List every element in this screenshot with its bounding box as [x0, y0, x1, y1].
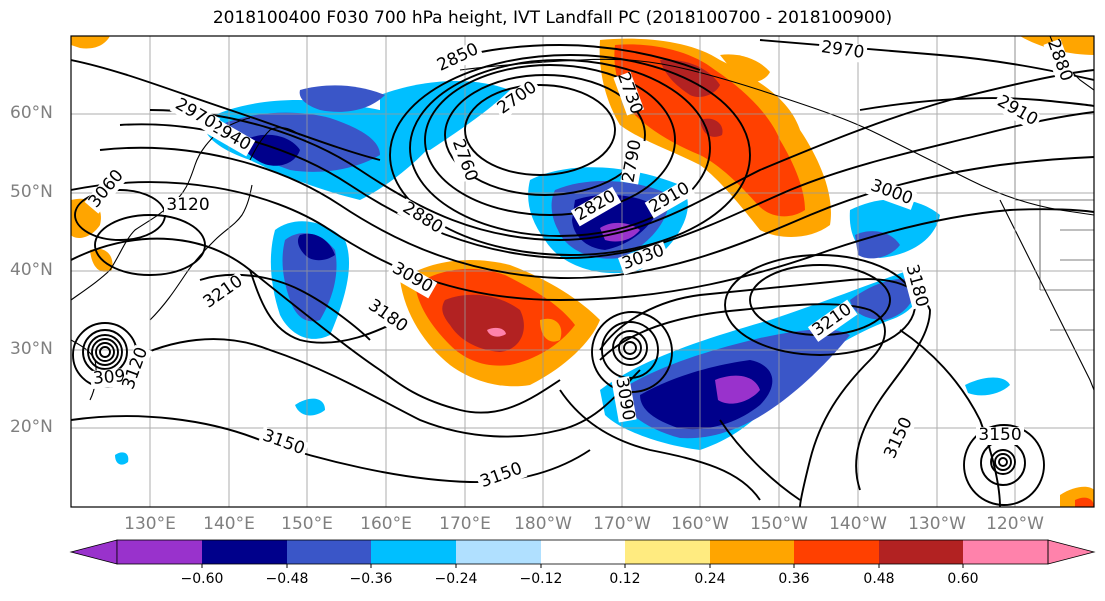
colorbar-tick-label: −0.48	[265, 571, 309, 587]
lon-label: 180°W	[514, 514, 572, 534]
height-contours	[71, 39, 1094, 507]
lon-label: 130°E	[124, 514, 176, 534]
contour-label: 3120	[166, 195, 209, 215]
colorbar-extend-high	[1047, 539, 1096, 565]
lon-label: 150°E	[281, 514, 333, 534]
colorbar-tick-label: 0.36	[778, 571, 810, 587]
colorbar-bin	[625, 540, 710, 564]
colorbar-tick-label: −0.24	[434, 571, 478, 587]
colorbar-bin	[794, 540, 879, 564]
lat-label: 50°N	[10, 182, 53, 202]
lat-label: 30°N	[10, 339, 53, 359]
colorbar-bin	[456, 540, 541, 564]
colorbar-bin	[287, 540, 371, 564]
colorbar-bin	[371, 540, 456, 564]
colorbar-tick-label: 0.60	[947, 571, 979, 587]
colorbar-extend-low	[69, 539, 118, 565]
lon-label: 170°W	[593, 514, 651, 534]
colorbar-bin	[202, 540, 287, 564]
colorbar-tick-label: −0.12	[519, 571, 563, 587]
colorbar-tick-label: 0.12	[609, 571, 641, 587]
lon-label: 130°W	[908, 514, 966, 534]
colorbar-bin	[879, 540, 963, 564]
colorbar-tick-label: 0.48	[863, 571, 895, 587]
lon-label: 170°E	[439, 514, 491, 534]
lat-label: 20°N	[10, 417, 53, 437]
map-frame	[70, 35, 1095, 508]
lon-label: 160°W	[671, 514, 729, 534]
colorbar-tick-label: −0.60	[180, 571, 224, 587]
colorbar-bin	[963, 540, 1048, 564]
colorbar-tick-label: 0.24	[694, 571, 726, 587]
map-title: 2018100400 F030 700 hPa height, IVT Land…	[212, 8, 893, 28]
colorbar-tick-label: −0.36	[349, 571, 393, 587]
lon-label: 140°W	[829, 514, 887, 534]
lat-label: 60°N	[10, 103, 53, 123]
lon-label: 120°W	[986, 514, 1044, 534]
lat-label: 40°N	[10, 260, 53, 280]
colorbar-bin	[117, 540, 202, 564]
colorbar	[69, 539, 1096, 568]
contour-label: 3150	[978, 425, 1021, 445]
lon-label: 150°W	[750, 514, 808, 534]
lon-label: 140°E	[203, 514, 255, 534]
colorbar-bin	[710, 540, 794, 564]
lon-label: 160°E	[360, 514, 412, 534]
colorbar-bin	[541, 540, 625, 564]
